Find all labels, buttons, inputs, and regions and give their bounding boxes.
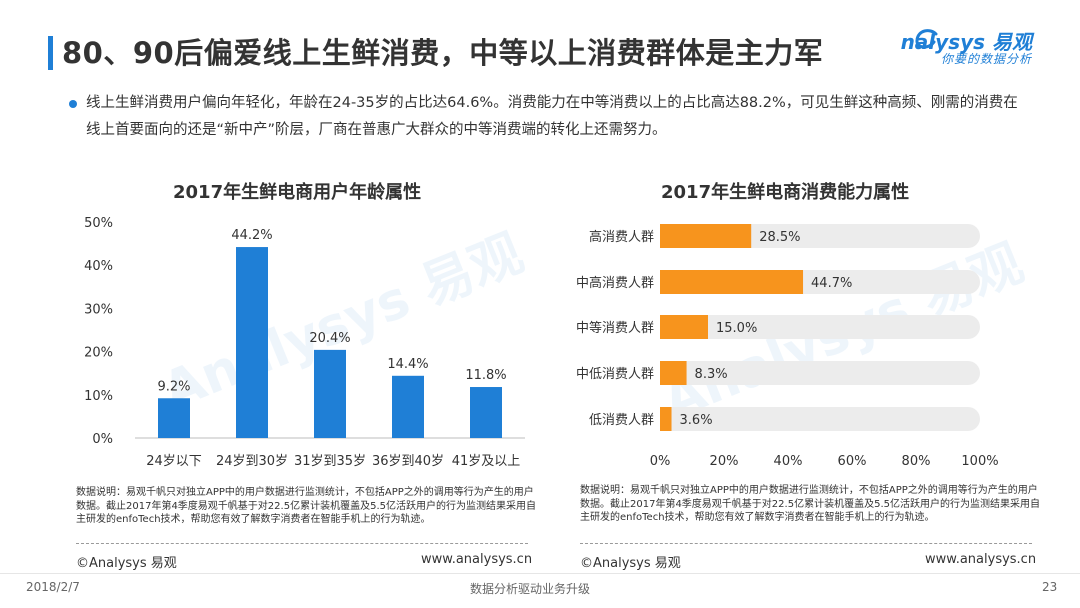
y-tick-label: 50% [84,216,113,231]
x-tick-label: 20% [710,454,739,469]
y-tick-label: 10% [84,389,113,404]
logo-swoosh-icon [915,29,938,49]
y-tick-label: 0% [92,432,113,447]
logo-wordmark: nalysys 易观 [900,30,1032,54]
spending-bar-chart: 28.5% 高消费人群 44.7% 中高消费人群 15.0% 中等消费人群 8.3% 中低消费… [576,224,999,469]
x-tick-label: 36岁到40岁 [372,454,444,469]
x-tick-label: 60% [838,454,867,469]
x-tick-label: 24岁到30岁 [216,454,288,469]
summary-text: 线上生鲜消费用户偏向年轻化，年龄在24-35岁的占比达64.6%。消费能力在中等… [86,95,1018,138]
y-category-label: 中低消费人群 [576,367,654,382]
logo-tagline: 你要的数据分析 [940,52,1032,66]
right-website: www.analysys.cn [925,552,1037,567]
bar [392,375,424,438]
y-tick-label: 40% [84,259,113,274]
analysys-logo: nalysys 易观 你要的数据分析 [901,26,1058,72]
bar-value-label: 14.4% [387,357,428,372]
x-tick-label: 0% [650,454,671,469]
footer-slogan: 数据分析驱动业务升级 [470,582,591,596]
y-category-label: 高消费人群 [589,229,654,245]
y-category-label: 低消费人群 [589,413,654,428]
right-copyright: ©Analysys 易观 [580,556,681,571]
x-tick-label: 31岁到35岁 [294,454,366,469]
page-number: 23 [1042,580,1058,594]
bar [158,398,190,438]
right-data-note: 数据说明：易观千帆只对独立APP中的用户数据进行监测统计，不包括APP之外的调用… [580,485,1040,523]
age-chart-title: 2017年生鲜电商用户年龄属性 [173,182,422,203]
y-tick-label: 20% [84,346,113,361]
bar-value-label: 8.3% [695,367,728,382]
left-copyright: ©Analysys 易观 [76,556,177,571]
y-category-label: 中等消费人群 [576,320,654,336]
bar-track [660,407,980,431]
bar-value-label: 44.7% [811,276,852,291]
bar-value-label: 11.8% [465,368,506,383]
y-category-label: 中高消费人群 [576,275,654,291]
bar [314,349,346,438]
left-divider [76,543,528,544]
x-tick-label: 24岁以下 [146,454,202,469]
bar-value-label: 9.2% [157,379,190,394]
bar-value-label: 3.6% [680,413,713,428]
bar [660,224,752,248]
bar-value-label: 20.4% [309,331,350,346]
bar-value-label: 15.0% [716,321,757,336]
bar-track [660,361,980,385]
bar [660,361,687,385]
x-tick-label: 100% [961,454,998,469]
x-tick-label: 40% [774,454,803,469]
left-website: www.analysys.cn [421,552,533,567]
bar [660,407,672,431]
left-data-note: 数据说明：易观千帆只对独立APP中的用户数据进行监测统计，不包括APP之外的调用… [76,487,536,525]
y-tick-label: 30% [84,302,113,317]
bar-value-label: 28.5% [759,230,800,245]
spending-chart-title: 2017年生鲜电商消费能力属性 [661,182,910,203]
bar-value-label: 44.2% [231,228,272,243]
right-divider [580,543,1032,544]
x-tick-label: 41岁及以上 [452,454,521,469]
page-title: 80、90后偏爱线上生鲜消费，中等以上消费群体是主力军 [62,36,824,70]
age-bar-chart: 0% 10% 20% 30% 40% 50% 9.2% 24岁以下 44.2% 24岁到30岁 20… [84,216,525,469]
bar [236,247,268,438]
bar-track [660,315,980,339]
title-accent-bar [48,36,53,70]
footer-divider [0,573,1080,574]
bullet-dot [69,100,77,108]
bar [660,270,804,294]
bar [660,315,708,339]
x-tick-label: 80% [902,454,931,469]
footer-date: 2018/2/7 [26,580,80,594]
bar [470,387,502,438]
